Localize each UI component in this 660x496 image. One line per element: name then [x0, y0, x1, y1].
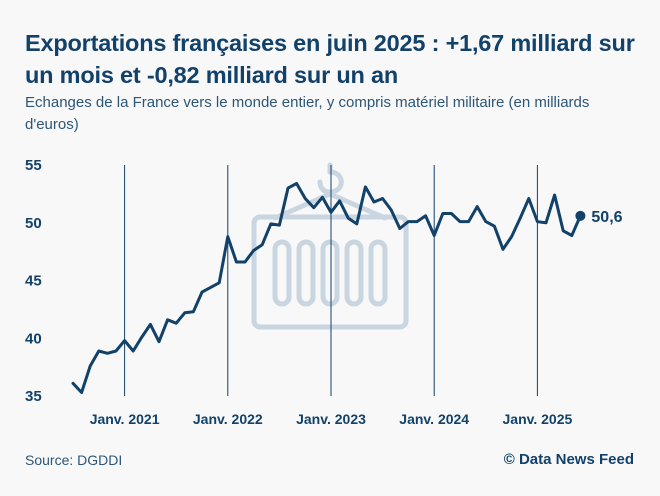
shipping-container-icon — [251, 162, 409, 330]
source-note: Source: DGDDI — [25, 452, 123, 468]
end-value-label: 50,6 — [591, 209, 622, 226]
x-axis: Janv. 2021 Janv. 2022 Janv. 2023 Janv. 2024… — [90, 411, 573, 427]
y-tick-label: 45 — [25, 273, 42, 290]
vertical-gridlines — [124, 165, 538, 396]
x-tick-label: Janv. 2021 — [90, 411, 160, 427]
series-line-exportations — [71, 182, 582, 394]
y-tick-label: 50 — [25, 215, 42, 232]
x-tick-label: Janv. 2025 — [503, 411, 573, 427]
chart-title: Exportations françaises en juin 2025 : +… — [25, 30, 635, 88]
y-tick-label: 40 — [25, 330, 42, 347]
credit-note: © Data News Feed — [503, 451, 634, 468]
y-tick-label: 55 — [25, 157, 42, 174]
y-tick-label: 35 — [25, 388, 42, 405]
y-axis: 55 50 45 40 35 — [25, 157, 42, 405]
x-tick-label: Janv. 2023 — [296, 411, 366, 427]
chart-subtitle: Echanges de la France vers le monde enti… — [25, 94, 590, 133]
x-tick-label: Janv. 2024 — [399, 411, 469, 427]
end-point-marker — [575, 210, 586, 221]
x-tick-label: Janv. 2022 — [193, 411, 263, 427]
